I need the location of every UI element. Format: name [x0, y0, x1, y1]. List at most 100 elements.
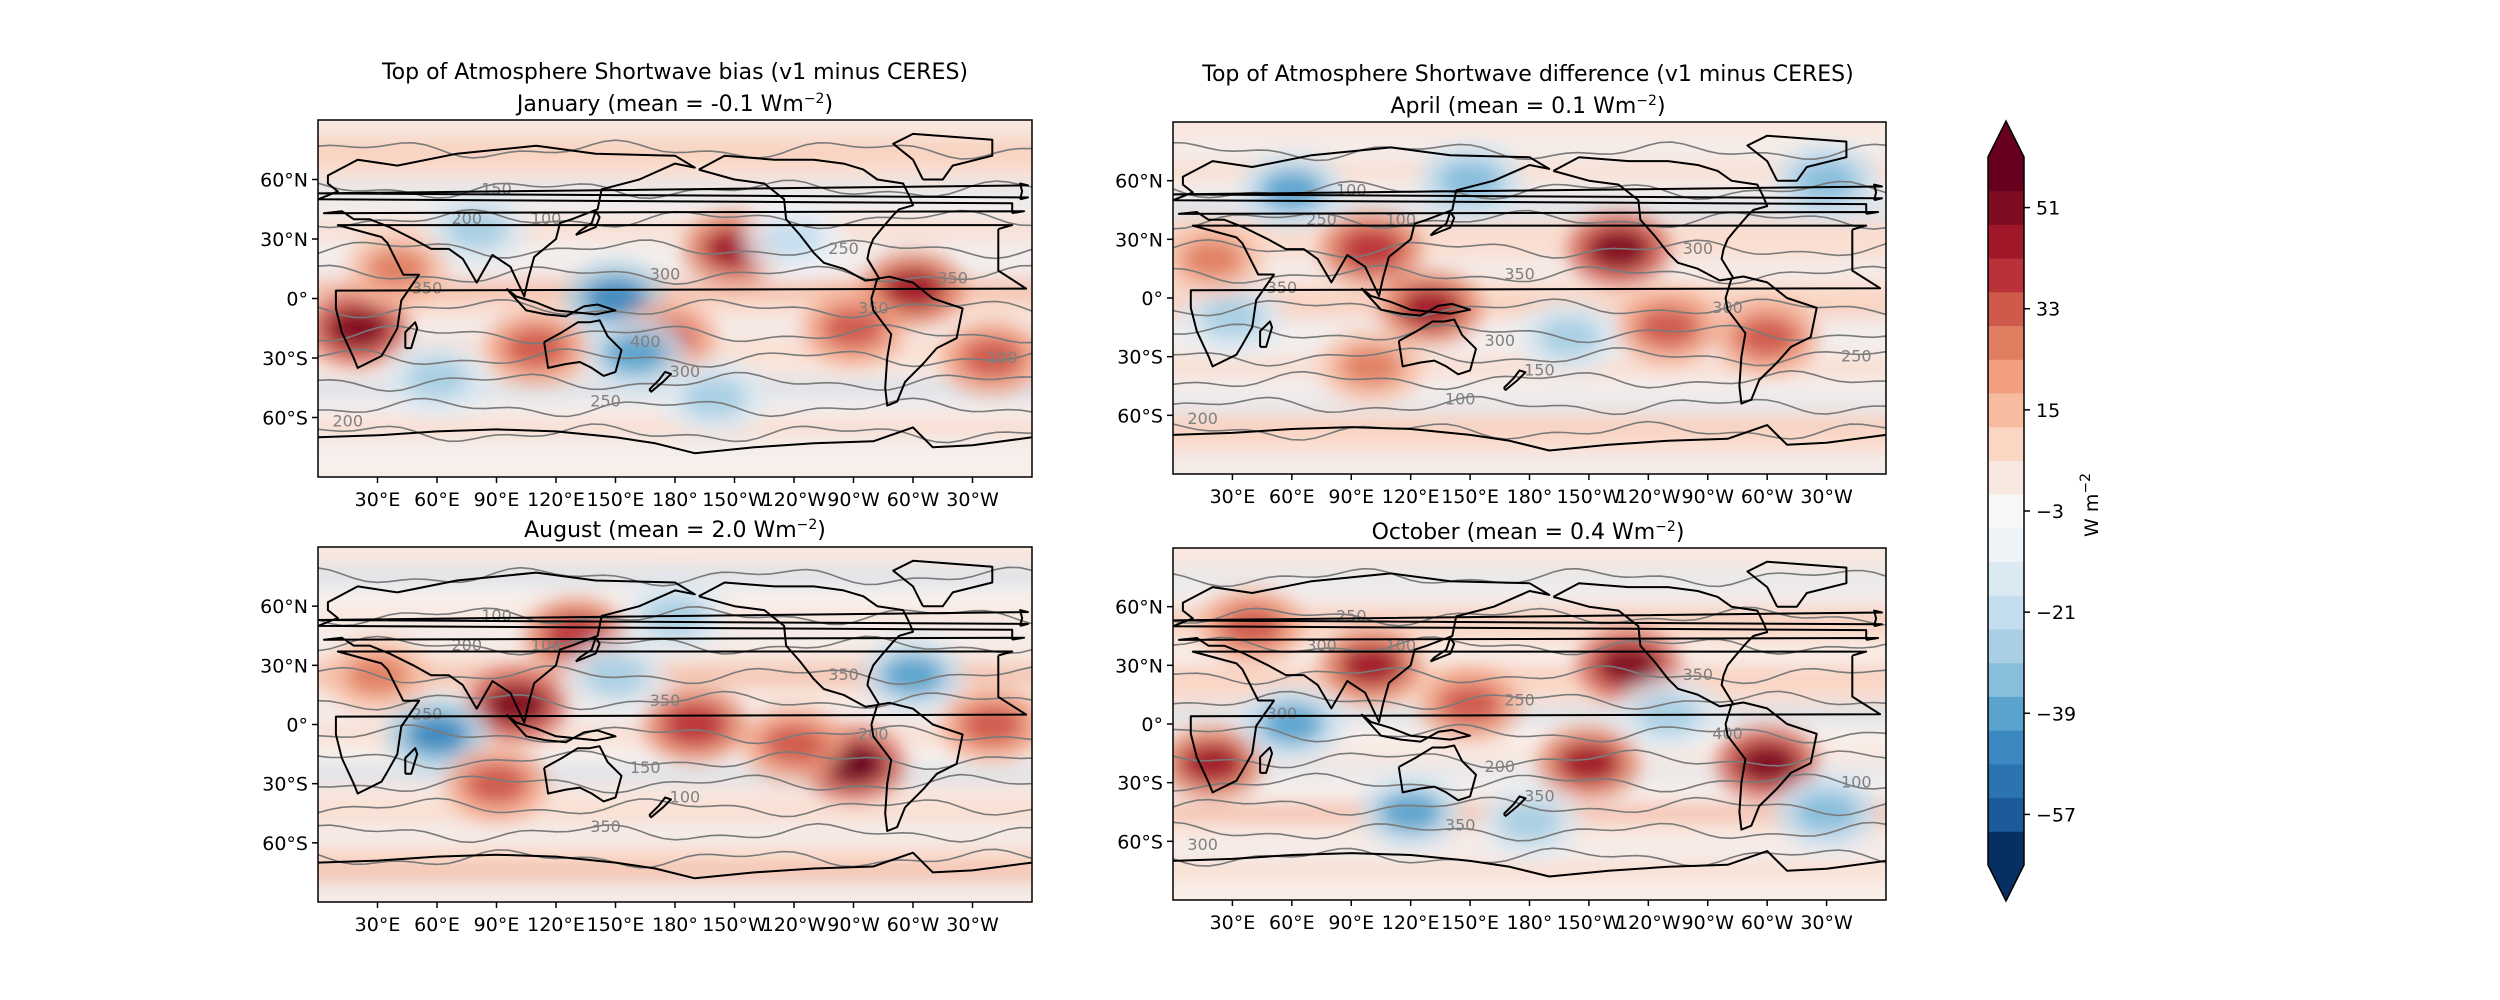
contour-label: 300	[670, 362, 701, 381]
anomaly-band	[1173, 161, 1886, 182]
contour-label: 200	[451, 636, 482, 655]
y-tick-label: 30°S	[1117, 347, 1163, 369]
contour-label: 150	[481, 179, 512, 198]
contour-label: 300	[650, 265, 681, 284]
contour-label: 100	[1385, 636, 1416, 655]
contour-line	[318, 848, 1032, 869]
y-tick-label: 30°N	[260, 655, 308, 677]
x-tick-label: 120°E	[527, 489, 585, 511]
coastline	[892, 559, 994, 608]
coastline	[1724, 701, 1818, 831]
contour-label: 300	[1683, 239, 1714, 258]
x-tick-label: 180°	[652, 489, 698, 511]
y-tick-label: 0°	[1141, 288, 1163, 310]
contour-line	[1173, 723, 1886, 744]
contour-line	[1173, 772, 1886, 793]
contour-line	[318, 239, 1032, 260]
anomaly-blob	[960, 704, 1024, 745]
contour-label: 350	[828, 665, 859, 684]
x-tick-label: 30°W	[1800, 912, 1853, 934]
contour-label: 100	[670, 787, 701, 806]
contour-label: 200	[1485, 757, 1516, 776]
coastline	[1552, 156, 1769, 282]
contour-label: 350	[1445, 816, 1476, 835]
contour-label: 100	[1841, 773, 1872, 792]
contour-line	[1173, 264, 1886, 285]
x-tick-label: 120°E	[1382, 486, 1440, 508]
coastline	[1173, 572, 1880, 723]
anomaly-blob	[1735, 317, 1799, 357]
x-tick-label: 90°W	[827, 914, 880, 936]
contour-label: 350	[590, 817, 621, 836]
x-tick-label: 90°E	[1328, 486, 1374, 508]
anomaly-blob	[1379, 792, 1443, 832]
coastline	[1360, 287, 1472, 317]
y-tick-label: 60°S	[262, 833, 308, 855]
coastline	[543, 319, 623, 377]
y-tick-label: 60°S	[1117, 405, 1163, 427]
y-tick-label: 0°	[1141, 714, 1163, 736]
contour-line	[318, 566, 1032, 587]
x-tick-label: 30°E	[1210, 486, 1256, 508]
colorbar-segment	[1988, 426, 2024, 461]
x-tick-label: 30°W	[946, 914, 999, 936]
contour-line	[1173, 298, 1886, 318]
coastline	[318, 426, 1032, 455]
contour-line	[318, 773, 1032, 794]
coastline	[870, 275, 964, 407]
y-tick-label: 0°	[286, 289, 308, 311]
x-tick-label: 150°E	[1441, 912, 1499, 934]
contour-line	[318, 749, 1032, 771]
x-tick-label: 60°W	[1741, 486, 1794, 508]
colorbar-tick-label: 15	[2036, 400, 2060, 422]
anomaly-blob	[445, 209, 509, 250]
coastline	[334, 224, 1028, 369]
x-tick-label: 150°E	[587, 914, 645, 936]
coastline	[318, 609, 1029, 627]
anomaly-blob	[1339, 645, 1403, 686]
colorbar-segment	[1988, 831, 2024, 866]
anomaly-blob	[1438, 684, 1502, 725]
contour-line	[1173, 690, 1886, 711]
contour-line	[318, 324, 1032, 345]
colorbar-segment	[1988, 258, 2024, 293]
anomaly-blob	[1339, 346, 1403, 387]
contour-label: 100	[987, 348, 1018, 367]
panel1-title: Top of Atmosphere Shortwave bias (v1 min…	[381, 60, 968, 85]
colorbar-segment	[1988, 763, 2024, 799]
y-tick-label: 60°N	[260, 596, 308, 618]
colorbar-segment	[1988, 291, 2024, 327]
anomaly-blob	[584, 655, 647, 696]
colorbar-segment	[1988, 696, 2024, 731]
coastlines	[318, 132, 1032, 455]
panel2-subtitle: April (mean = 0.1 Wm−2)	[1390, 93, 1665, 119]
contour-label: 200	[1187, 409, 1218, 428]
colorbar-extend-min	[1988, 865, 2024, 901]
contour-label: 100	[1385, 210, 1416, 229]
contour-line	[318, 179, 1032, 200]
contour-label: 100	[1336, 180, 1367, 199]
y-tick-label: 60°S	[1117, 831, 1163, 853]
coastline	[1746, 134, 1848, 182]
anomaly-blob	[1636, 307, 1700, 348]
x-tick-label: 180°	[1507, 912, 1553, 934]
anomaly-blob	[584, 278, 647, 319]
anomaly-blob	[762, 724, 826, 765]
contour-label: 350	[1504, 265, 1535, 284]
x-tick-label: 120°W	[762, 914, 827, 936]
contour-line	[318, 423, 1032, 444]
x-tick-label: 90°W	[827, 489, 880, 511]
coastline	[543, 745, 623, 803]
coastline	[1173, 609, 1883, 628]
contour-label: 300	[1267, 704, 1298, 723]
contour-line	[318, 371, 1032, 393]
coastline	[698, 581, 914, 708]
colorbar-segment	[1988, 494, 2024, 529]
map-panels: 100 150 200 250 300 350 350 400 300 250 200 100 350 3…	[260, 119, 1887, 936]
x-tick-label: 90°E	[1328, 912, 1374, 934]
x-tick-label: 120°W	[1616, 912, 1681, 934]
x-tick-label: 150°W	[1557, 912, 1622, 934]
x-tick-label: 120°E	[1382, 912, 1440, 934]
